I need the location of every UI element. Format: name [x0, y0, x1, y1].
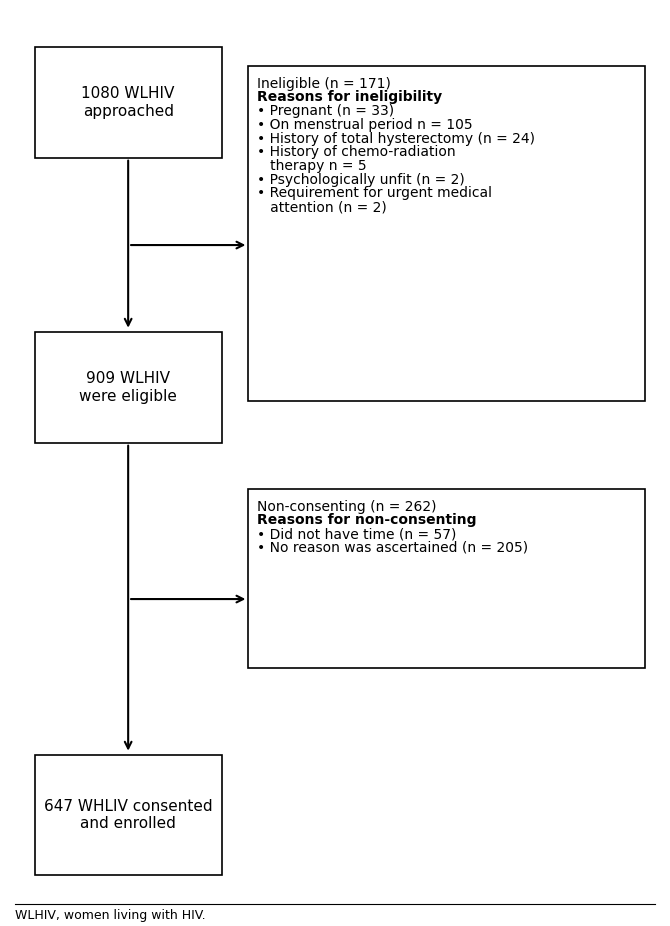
Text: • History of total hysterectomy (n = 24): • History of total hysterectomy (n = 24): [257, 131, 535, 145]
Text: • History of chemo-radiation: • History of chemo-radiation: [257, 145, 456, 159]
Text: Reasons for ineligibility: Reasons for ineligibility: [257, 91, 442, 105]
Text: Reasons for non-consenting: Reasons for non-consenting: [257, 513, 476, 528]
Text: • Requirement for urgent medical: • Requirement for urgent medical: [257, 186, 492, 200]
Text: attention (n = 2): attention (n = 2): [257, 200, 387, 214]
Text: WLHIV, women living with HIV.: WLHIV, women living with HIV.: [15, 909, 206, 922]
Text: 1080 WLHIV
approached: 1080 WLHIV approached: [82, 86, 175, 119]
FancyBboxPatch shape: [249, 489, 645, 668]
Text: • No reason was ascertained (n = 205): • No reason was ascertained (n = 205): [257, 541, 528, 555]
Text: • Psychologically unfit (n = 2): • Psychologically unfit (n = 2): [257, 173, 465, 187]
Text: • Pregnant (n = 33): • Pregnant (n = 33): [257, 105, 394, 119]
Text: Non-consenting (n = 262): Non-consenting (n = 262): [257, 500, 436, 514]
Text: 647 WHLIV consented
and enrolled: 647 WHLIV consented and enrolled: [44, 799, 212, 832]
Text: • On menstrual period n = 105: • On menstrual period n = 105: [257, 118, 472, 131]
Text: • Did not have time (n = 57): • Did not have time (n = 57): [257, 527, 456, 541]
FancyBboxPatch shape: [35, 47, 222, 157]
Text: Ineligible (n = 171): Ineligible (n = 171): [257, 77, 391, 91]
FancyBboxPatch shape: [249, 66, 645, 401]
Text: therapy n = 5: therapy n = 5: [257, 159, 366, 173]
FancyBboxPatch shape: [35, 756, 222, 875]
Text: 909 WLHIV
were eligible: 909 WLHIV were eligible: [79, 371, 177, 404]
FancyBboxPatch shape: [35, 332, 222, 443]
